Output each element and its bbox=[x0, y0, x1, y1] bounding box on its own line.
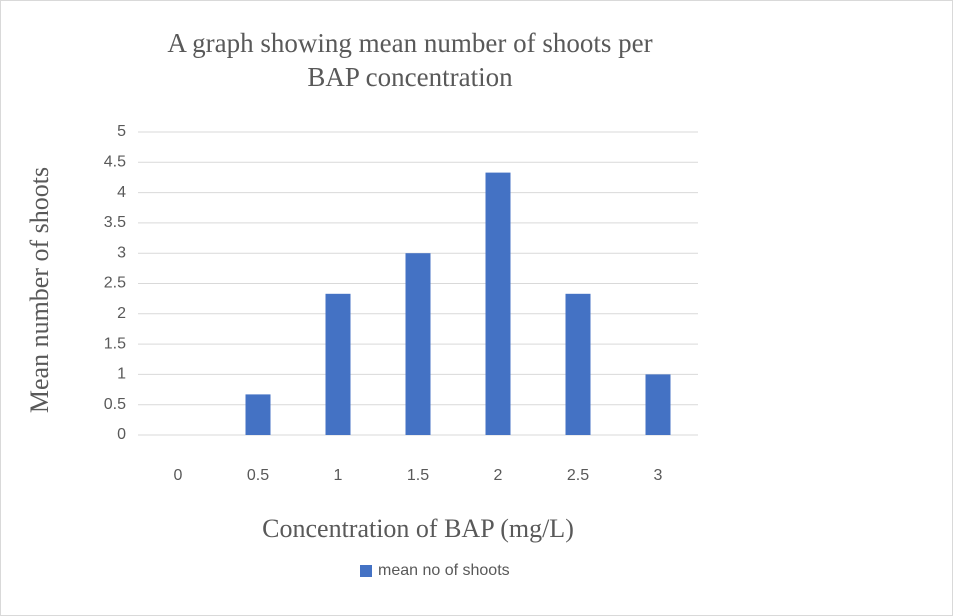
x-tick-label: 0.5 bbox=[247, 467, 269, 484]
bar bbox=[565, 293, 591, 435]
y-tick-label: 2.5 bbox=[104, 275, 126, 292]
legend-swatch bbox=[360, 565, 372, 577]
chart-title: A graph showing mean number of shoots pe… bbox=[167, 28, 653, 92]
x-tick-label: 1.5 bbox=[407, 467, 429, 484]
y-axis-label: Mean number of shoots bbox=[25, 167, 54, 413]
x-axis-label: Concentration of BAP (mg/L) bbox=[262, 514, 574, 543]
x-tick-label: 0 bbox=[174, 467, 183, 484]
y-tick-label: 3 bbox=[117, 244, 126, 261]
x-tick-label: 2.5 bbox=[567, 467, 589, 484]
bar bbox=[405, 253, 431, 435]
y-tick-label: 2 bbox=[117, 305, 126, 322]
x-tick-label: 1 bbox=[334, 467, 343, 484]
bar bbox=[325, 293, 351, 435]
y-tick-label: 5 bbox=[117, 123, 126, 140]
y-tick-label: 1 bbox=[117, 366, 126, 383]
y-tick-label: 4 bbox=[117, 184, 126, 201]
y-tick-label: 4.5 bbox=[104, 154, 126, 171]
y-tick-label: 3.5 bbox=[104, 214, 126, 231]
x-tick-label: 2 bbox=[494, 467, 503, 484]
y-tick-label: 0 bbox=[117, 426, 126, 443]
bar bbox=[245, 394, 271, 435]
y-tick-label: 1.5 bbox=[104, 335, 126, 352]
x-tick-label: 3 bbox=[654, 467, 663, 484]
bar bbox=[645, 374, 671, 435]
bar bbox=[485, 172, 511, 436]
legend-label: mean no of shoots bbox=[378, 562, 510, 579]
y-tick-label: 0.5 bbox=[104, 396, 126, 413]
